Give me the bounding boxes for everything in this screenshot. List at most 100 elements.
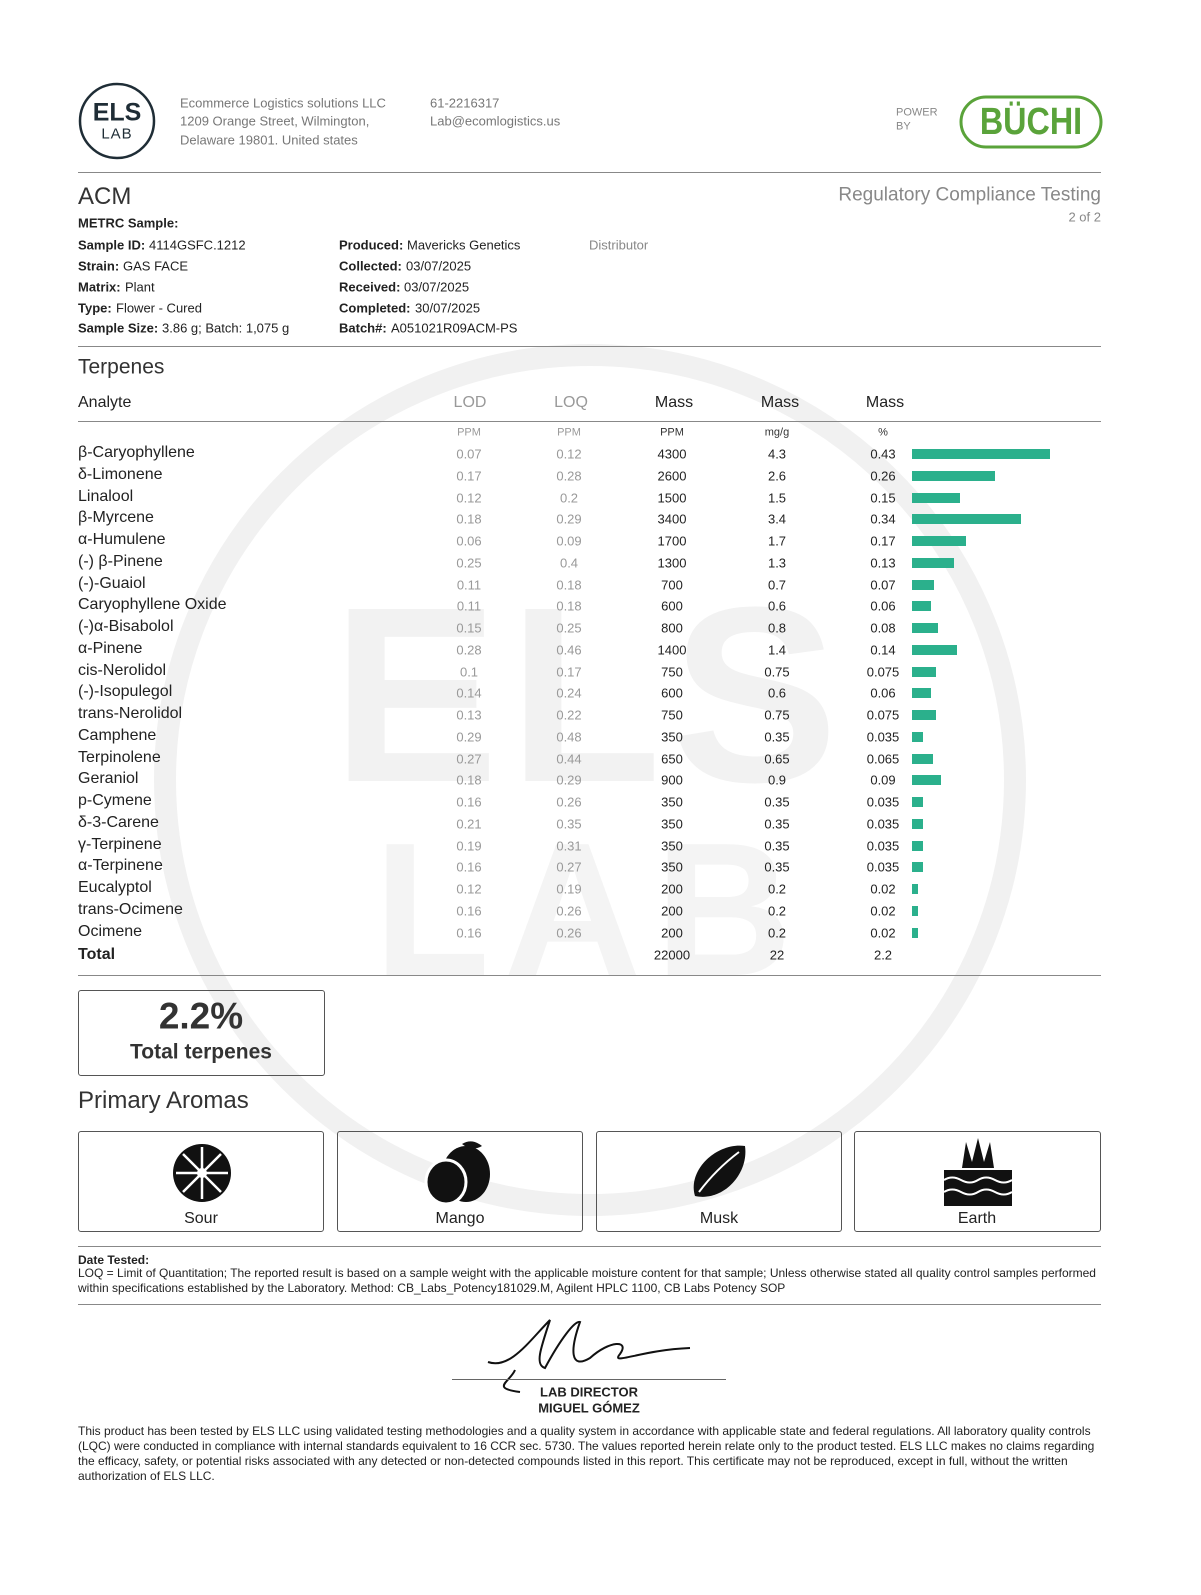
cell-value: 650 (661, 751, 683, 766)
distributor: Distributor (589, 237, 649, 253)
analyte-name: δ-3-Carene (78, 813, 159, 831)
summary-label: Total terpenes (130, 1040, 272, 1064)
percent-bar (912, 710, 936, 720)
field-value: 4114GSFC.1212 (149, 237, 246, 253)
cell-value: 0.2 (767, 903, 787, 919)
field-value: 03/07/2025 (406, 258, 472, 274)
cell-value: 1500 (657, 490, 687, 505)
field-label: Collected: (339, 258, 402, 274)
cell-value: 1300 (657, 555, 687, 571)
cell-value: 0.26 (556, 925, 582, 940)
cell-value: 0.12 (556, 446, 582, 462)
aroma-card (596, 1131, 842, 1232)
analyte-name: α-Terpinene (78, 857, 163, 875)
percent-bar (912, 449, 1050, 459)
cell-value: 0.18 (556, 598, 582, 614)
cell-value: 800 (661, 620, 683, 636)
percent-bar (912, 514, 1021, 525)
cell-value: 0.11 (456, 577, 482, 592)
field-label: Received: (339, 279, 401, 295)
field-label: Type: (78, 300, 112, 316)
cell-value: 0.35 (764, 859, 790, 875)
sour-icon (173, 1144, 231, 1202)
cell-value: 350 (661, 816, 683, 832)
analyte-name: α-Pinene (78, 639, 143, 657)
section-title: Terpenes (78, 355, 165, 379)
field-label: Completed: (339, 300, 411, 316)
percent-bar (912, 775, 941, 786)
cell-value: 2600 (657, 468, 687, 484)
percent-bar (912, 797, 924, 807)
field-label: Matrix: (78, 279, 121, 295)
cell-value: 0.19 (456, 838, 482, 853)
watermark: ELS (331, 555, 849, 834)
percent-bar (912, 862, 924, 873)
logo-text: ELS (92, 98, 142, 127)
cell-value: 0.09 (556, 533, 582, 549)
analyte-name: (-)-Guaiol (78, 574, 146, 592)
cell-value: 0.13 (456, 707, 482, 723)
analyte-name: Geraniol (78, 770, 139, 788)
cell-value: 750 (661, 707, 683, 723)
cell-value: 0.06 (870, 598, 896, 614)
cell-value: 0.44 (556, 751, 582, 766)
cell-value: 0.17 (556, 664, 582, 679)
cell-value: 0.29 (456, 729, 482, 745)
cell-value: 0.035 (866, 816, 900, 832)
cell-value: 0.25 (456, 555, 482, 571)
field-value: A051021R09ACM-PS (391, 320, 518, 336)
cell-value: 350 (661, 859, 683, 875)
column-unit: PPM (457, 426, 481, 439)
total-value: 22000 (653, 947, 691, 963)
cell-value: 0.26 (556, 903, 582, 919)
cell-value: 0.18 (456, 772, 482, 788)
contact-line: 61-2216317 (430, 95, 500, 111)
cell-value: 0.07 (870, 577, 896, 592)
analyte-name: β-Caryophyllene (78, 444, 195, 461)
rule (78, 975, 1101, 976)
analyte-name: Linalool (78, 487, 134, 505)
signature-line (452, 1379, 726, 1380)
analyte-name: Caryophyllene Oxide (78, 596, 227, 614)
percent-bar (912, 731, 924, 742)
cell-value: 0.75 (764, 664, 790, 679)
aroma-label: Musk (699, 1210, 739, 1227)
column-header: Mass (760, 394, 800, 411)
percent-bar (912, 557, 954, 568)
cell-value: 0.15 (456, 620, 482, 636)
cell-value: 0.065 (866, 751, 900, 766)
signer-name: MIGUEL GÓMEZ (538, 1400, 640, 1416)
cell-value: 3.4 (767, 511, 787, 527)
cell-value: 0.02 (870, 881, 896, 897)
cell-value: 0.31 (556, 838, 582, 853)
cell-value: 0.16 (456, 925, 482, 940)
cell-value: 0.8 (767, 620, 787, 636)
cell-value: 0.12 (456, 490, 482, 505)
cell-value: 350 (661, 838, 683, 853)
watermark: LAB (373, 804, 807, 1016)
field-value: Plant (125, 279, 155, 295)
rule (78, 346, 1101, 347)
rule (78, 1304, 1101, 1305)
cell-value: 1.5 (767, 490, 787, 505)
analyte-name: p-Cymene (78, 792, 152, 809)
percent-bar (912, 818, 924, 829)
field-label: Strain: (78, 258, 120, 274)
percent-bar (912, 753, 933, 764)
cell-value: 0.16 (456, 794, 482, 810)
powered-by: BY (896, 120, 911, 133)
mango-icon (424, 1141, 490, 1206)
analyte-name: (-) β-Pinene (78, 552, 163, 570)
cell-value: 0.075 (866, 664, 900, 679)
cell-value: 0.48 (556, 729, 582, 745)
logo-ring (78, 82, 156, 160)
cell-value: 0.75 (764, 707, 790, 723)
cell-value: 1.7 (767, 533, 787, 549)
metrc-label: METRC Sample: (78, 215, 179, 231)
cell-value: 350 (661, 794, 683, 810)
cell-value: 0.28 (556, 468, 582, 484)
cell-value: 0.035 (866, 729, 900, 745)
cell-value: 0.4 (559, 555, 579, 571)
column-unit: PPM (557, 426, 581, 439)
percent-bar (912, 666, 936, 677)
